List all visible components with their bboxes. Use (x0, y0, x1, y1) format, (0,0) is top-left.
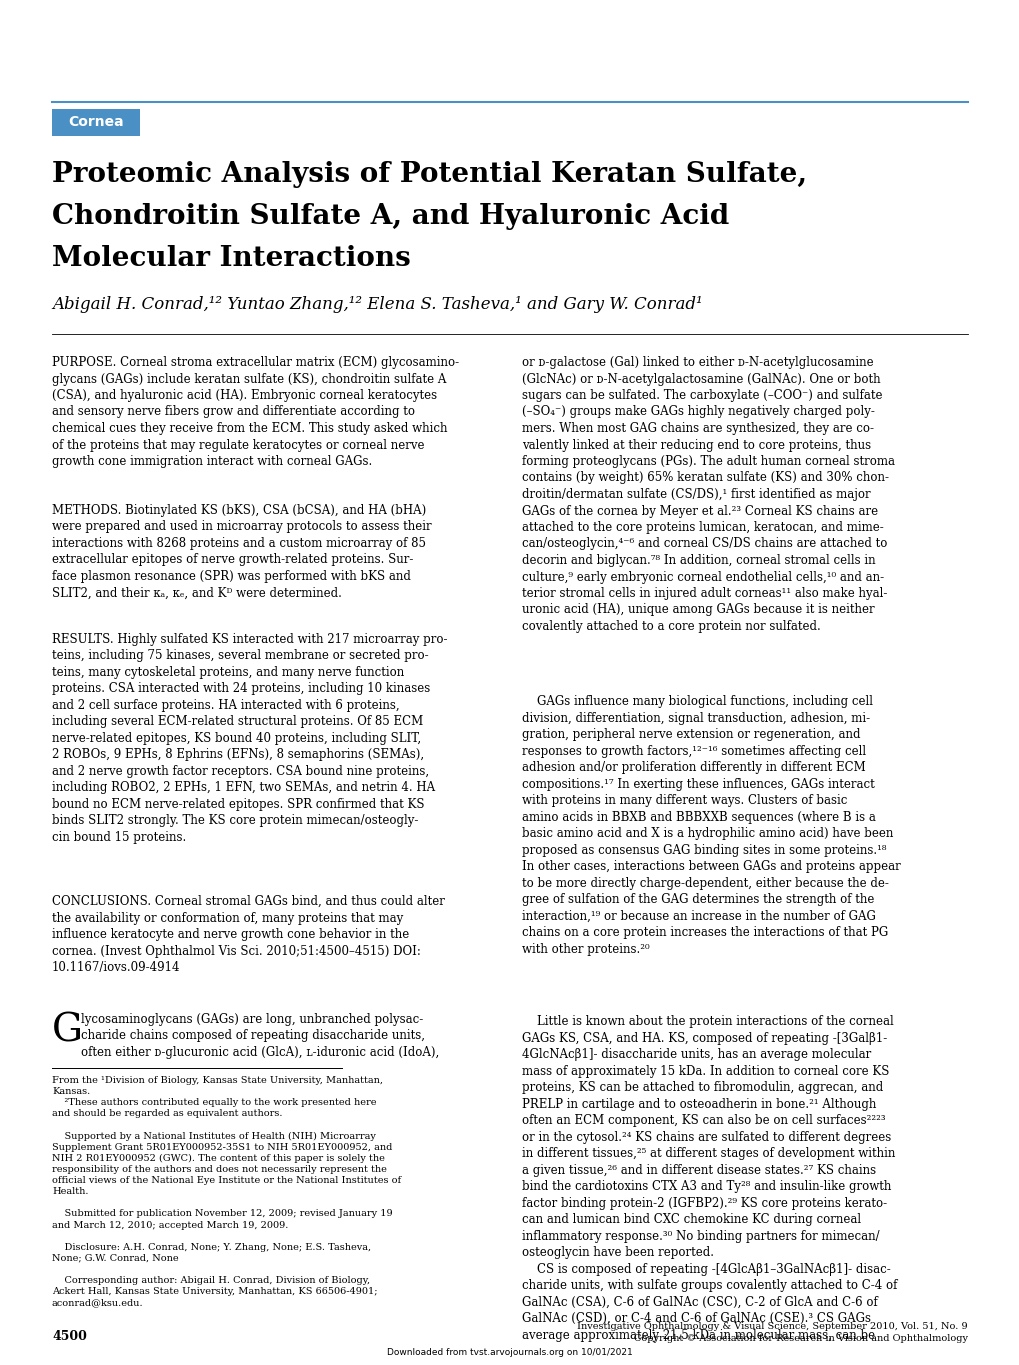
Text: lycosaminoglycans (GAGs) are long, unbranched polysac-
charide chains composed o: lycosaminoglycans (GAGs) are long, unbra… (81, 1013, 439, 1059)
Text: Proteomic Analysis of Potential Keratan Sulfate,: Proteomic Analysis of Potential Keratan … (52, 161, 806, 188)
Text: or ᴅ-galactose (Gal) linked to either ᴅ-N-acetylglucosamine
(GlcNAc) or ᴅ-N-acet: or ᴅ-galactose (Gal) linked to either ᴅ-… (522, 356, 895, 633)
Text: RESULTS. Highly sulfated KS interacted with 217 microarray pro-
teins, including: RESULTS. Highly sulfated KS interacted w… (52, 632, 447, 844)
Text: Investigative Ophthalmology & Visual Science, September 2010, Vol. 51, No. 9
Cop: Investigative Ophthalmology & Visual Sci… (577, 1323, 967, 1343)
Text: CONCLUSIONS. Corneal stromal GAGs bind, and thus could alter
the availability or: CONCLUSIONS. Corneal stromal GAGs bind, … (52, 895, 444, 975)
Text: GAGs influence many biological functions, including cell
division, differentiati: GAGs influence many biological functions… (522, 695, 901, 955)
Text: Downloaded from tvst.arvojournals.org on 10/01/2021: Downloaded from tvst.arvojournals.org on… (387, 1349, 632, 1357)
Text: Cornea: Cornea (68, 116, 123, 130)
Text: Abigail H. Conrad,¹² Yuntao Zhang,¹² Elena S. Tasheva,¹ and Gary W. Conrad¹: Abigail H. Conrad,¹² Yuntao Zhang,¹² Ele… (52, 296, 702, 313)
Text: Chondroitin Sulfate A, and Hyaluronic Acid: Chondroitin Sulfate A, and Hyaluronic Ac… (52, 203, 729, 229)
Text: G: G (52, 1013, 83, 1050)
Text: Little is known about the protein interactions of the corneal
GAGs KS, CSA, and : Little is known about the protein intera… (522, 1016, 897, 1342)
Text: PURPOSE. Corneal stroma extracellular matrix (ECM) glycosamino-
glycans (GAGs) i: PURPOSE. Corneal stroma extracellular ma… (52, 356, 459, 468)
Text: Molecular Interactions: Molecular Interactions (52, 244, 411, 272)
Text: METHODS. Biotinylated KS (bKS), CSA (bCSA), and HA (bHA)
were prepared and used : METHODS. Biotinylated KS (bKS), CSA (bCS… (52, 504, 431, 599)
Text: 4500: 4500 (52, 1330, 87, 1343)
Text: From the ¹Division of Biology, Kansas State University, Manhattan,
Kansas.
    ²: From the ¹Division of Biology, Kansas St… (52, 1076, 400, 1308)
Bar (52, 109, 140, 136)
